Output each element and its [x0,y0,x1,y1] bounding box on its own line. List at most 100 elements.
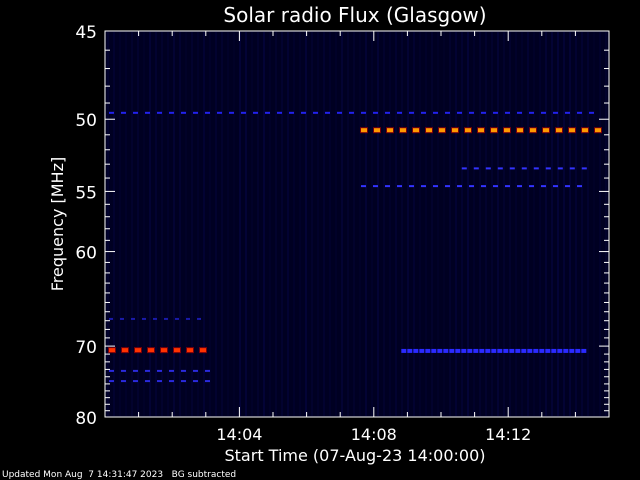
axis-ticks: 14:04 14:08 14:12 45 50 55 60 70 80 [75,23,609,444]
noise-streak [251,32,253,416]
emission-dash [469,111,474,114]
emission-dash [181,111,186,114]
emission-dash [121,111,126,114]
noise-streak [419,32,421,416]
noise-streak [317,32,319,416]
updated-timestamp: Updated Mon Aug 7 14:31:47 2023 [2,470,164,480]
noise-streak [485,32,487,416]
noise-streak [275,32,277,416]
noise-streak [191,32,193,416]
emission-dash [135,348,141,353]
emission-dash [497,348,503,353]
emission-dash [503,348,509,353]
noise-streak [149,32,151,416]
emission-dash [505,185,510,188]
emission-dash [145,369,150,372]
emission-dash [193,369,198,372]
emission-dash [565,111,570,114]
plot-area [105,31,609,417]
noise-streak [161,32,163,416]
noise-streak [233,32,235,416]
y-tick-label: 45 [75,23,97,43]
emission-dash [145,380,150,383]
emission-dash [175,317,179,320]
noise-streak [569,32,571,416]
noise-streak [287,32,289,416]
emission-dash [473,167,479,170]
emission-dash [109,111,114,114]
emission-dash [313,111,318,114]
emission-dash [457,185,462,188]
emission-dash [569,128,575,133]
emission-dash [433,185,438,188]
emission-dash [148,348,154,353]
noise-streak [125,32,127,416]
noise-streak [515,32,517,416]
emission-dash [478,128,484,133]
noise-streak [305,32,307,416]
emission-dash [120,317,124,320]
emission-dash [109,317,113,320]
noise-streak [155,32,157,416]
x-tick-label: 14:08 [351,425,397,444]
emission-dash [109,380,114,383]
y-tick-label: 55 [75,183,97,203]
emission-dash [529,185,534,188]
emission-dash [517,128,523,133]
emission-dash [581,348,587,353]
noise-streak [587,32,589,416]
emission-line [401,348,587,353]
emission-dash [373,185,378,188]
emission-dash [361,185,366,188]
emission-dash [556,128,562,133]
emission-dash [133,369,138,372]
emission-dash [485,348,491,353]
y-tick-label: 70 [75,338,97,358]
noise-streak [455,32,457,416]
emission-dash [385,185,390,188]
noise-streak [527,32,529,416]
emission-dash [557,348,563,353]
emission-dash [443,348,449,353]
emission-dash [387,128,393,133]
noise-streak [371,32,373,416]
x-tick-label: 14:04 [216,425,262,444]
emission-dash [457,111,462,114]
emission-dash [569,167,575,170]
noise-streak [221,32,223,416]
noise-streak [389,32,391,416]
emission-dash [109,348,115,353]
noise-streak [473,32,475,416]
emission-dash [439,128,445,133]
noise-streak [551,32,553,416]
noise-streak [293,32,295,416]
noise-streak [443,32,445,416]
emission-dash [374,128,380,133]
noise-streak [581,32,583,416]
emission-dash [491,348,497,353]
emission-dash [157,369,162,372]
emission-dash [409,111,414,114]
emission-dash [445,111,450,114]
noise-streak [215,32,217,416]
emission-dash [157,380,162,383]
noise-streak [431,32,433,416]
noise-streak [197,32,199,416]
emission-dash [577,185,582,188]
noise-streak [503,32,505,416]
emission-dash [205,369,210,372]
noise-streak [563,32,565,416]
emission-dash [565,185,570,188]
emission-dash [449,348,455,353]
emission-dash [197,317,201,320]
emission-dash [361,128,367,133]
noise-streak [359,32,361,416]
emission-dash [545,167,551,170]
emission-line [109,317,201,320]
emission-dash [461,167,467,170]
emission-dash [527,348,533,353]
emission-dash [545,348,551,353]
emission-dash [229,111,234,114]
emission-dash [553,111,558,114]
noise-streak [437,32,439,416]
